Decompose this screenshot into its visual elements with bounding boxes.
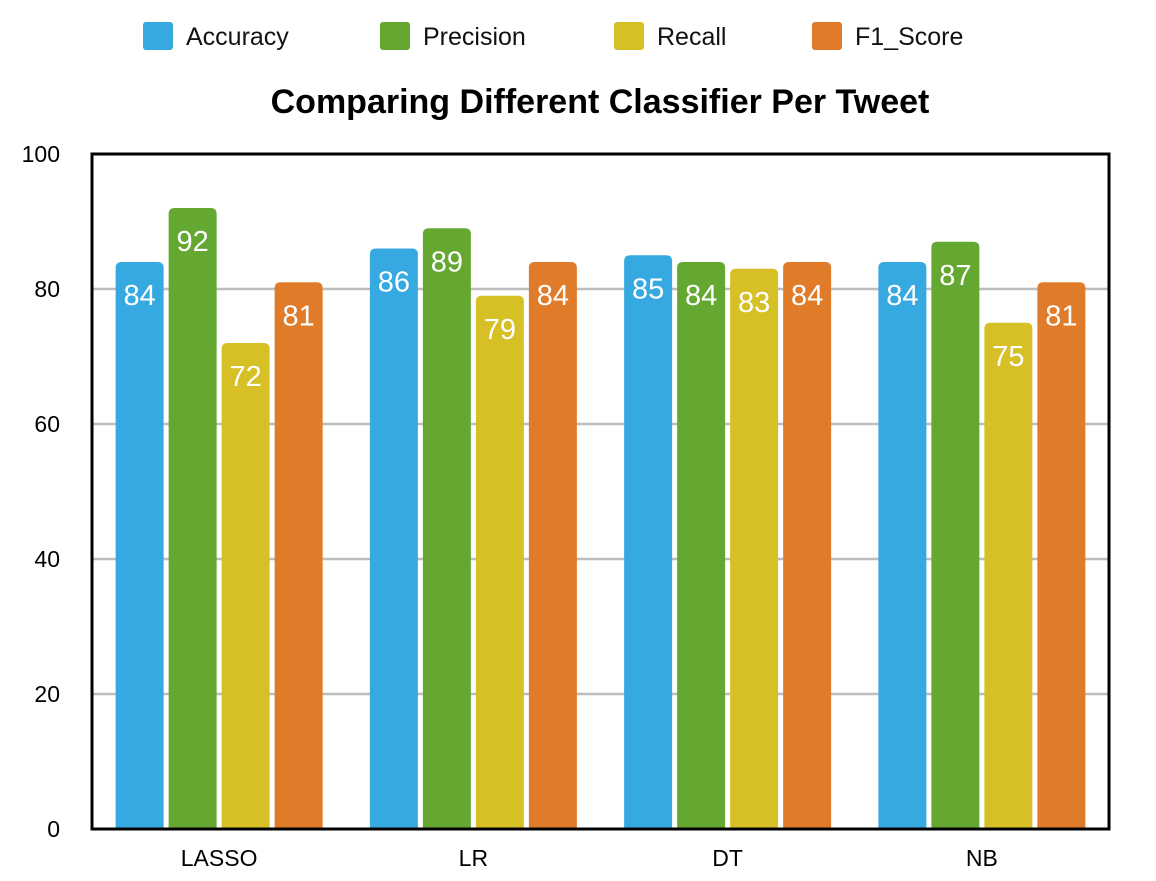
bar-dt-f1-score bbox=[783, 262, 832, 829]
bar-lasso-f1-score bbox=[274, 282, 323, 829]
x-tick-label: DT bbox=[712, 845, 743, 871]
bar-dt-precision bbox=[677, 262, 726, 829]
legend-label: Recall bbox=[657, 23, 726, 51]
bar-lasso-recall bbox=[221, 343, 270, 829]
legend-label: Precision bbox=[423, 23, 526, 51]
bar-lasso-accuracy bbox=[115, 262, 164, 829]
legend-swatch bbox=[143, 22, 173, 50]
bar-dt-accuracy bbox=[624, 255, 673, 829]
legend-swatch bbox=[380, 22, 410, 50]
bar-value-label: 72 bbox=[229, 361, 261, 393]
bar-lr-accuracy bbox=[369, 248, 418, 829]
legend-item-f1-score: F1_Score bbox=[812, 22, 963, 51]
x-axis-labels: LASSO LR DT NB bbox=[181, 845, 998, 871]
bar-value-label: 92 bbox=[176, 226, 208, 258]
bar-value-label: 87 bbox=[939, 260, 971, 292]
bar-value-label: 86 bbox=[378, 267, 410, 299]
legend-item-precision: Precision bbox=[380, 22, 526, 51]
y-tick-label: 40 bbox=[34, 546, 60, 572]
bar-value-label: 83 bbox=[738, 287, 770, 319]
bar-value-label: 79 bbox=[484, 314, 516, 346]
bar-value-label: 85 bbox=[632, 273, 664, 305]
y-tick-label: 20 bbox=[34, 681, 60, 707]
bar-value-label: 89 bbox=[431, 246, 463, 278]
legend-swatch bbox=[812, 22, 842, 50]
bar-lr-precision bbox=[422, 228, 471, 829]
bar-dt-recall bbox=[730, 268, 779, 829]
legend: Accuracy Precision Recall F1_Score bbox=[143, 22, 963, 51]
bar-value-label: 84 bbox=[123, 280, 155, 312]
bar-value-label: 75 bbox=[992, 341, 1024, 373]
bars bbox=[115, 208, 1086, 829]
bar-nb-recall bbox=[984, 322, 1033, 829]
y-tick-label: 0 bbox=[47, 816, 60, 842]
value-labels: 84 92 72 81 86 89 79 84 85 84 83 84 84 87 75 81 bbox=[123, 226, 1077, 393]
y-axis-ticks: 0 20 40 60 80 100 bbox=[22, 141, 60, 842]
legend-item-accuracy: Accuracy bbox=[143, 22, 289, 51]
bar-value-label: 84 bbox=[886, 280, 918, 312]
y-tick-label: 60 bbox=[34, 411, 60, 437]
x-tick-label: LR bbox=[459, 845, 488, 871]
legend-item-recall: Recall bbox=[614, 22, 726, 51]
y-tick-label: 80 bbox=[34, 276, 60, 302]
bar-nb-accuracy bbox=[878, 262, 927, 829]
bar-value-label: 84 bbox=[791, 280, 823, 312]
y-tick-label: 100 bbox=[22, 141, 60, 167]
bar-value-label: 84 bbox=[537, 280, 569, 312]
chart-title: Comparing Different Classifier Per Tweet bbox=[271, 83, 930, 121]
legend-swatch bbox=[614, 22, 644, 50]
bar-value-label: 81 bbox=[1045, 300, 1077, 332]
x-tick-label: NB bbox=[966, 845, 998, 871]
bar-value-label: 84 bbox=[685, 280, 717, 312]
plot-frame bbox=[90, 152, 1111, 831]
bar-lasso-precision bbox=[168, 208, 217, 829]
bar-lr-recall bbox=[475, 295, 524, 829]
legend-label: Accuracy bbox=[186, 23, 289, 51]
bar-nb-precision bbox=[931, 241, 980, 829]
legend-label: F1_Score bbox=[855, 23, 963, 51]
bar-nb-f1-score bbox=[1037, 282, 1086, 829]
bar-value-label: 81 bbox=[282, 300, 314, 332]
bar-lr-f1-score bbox=[528, 262, 577, 829]
x-tick-label: LASSO bbox=[181, 845, 258, 871]
